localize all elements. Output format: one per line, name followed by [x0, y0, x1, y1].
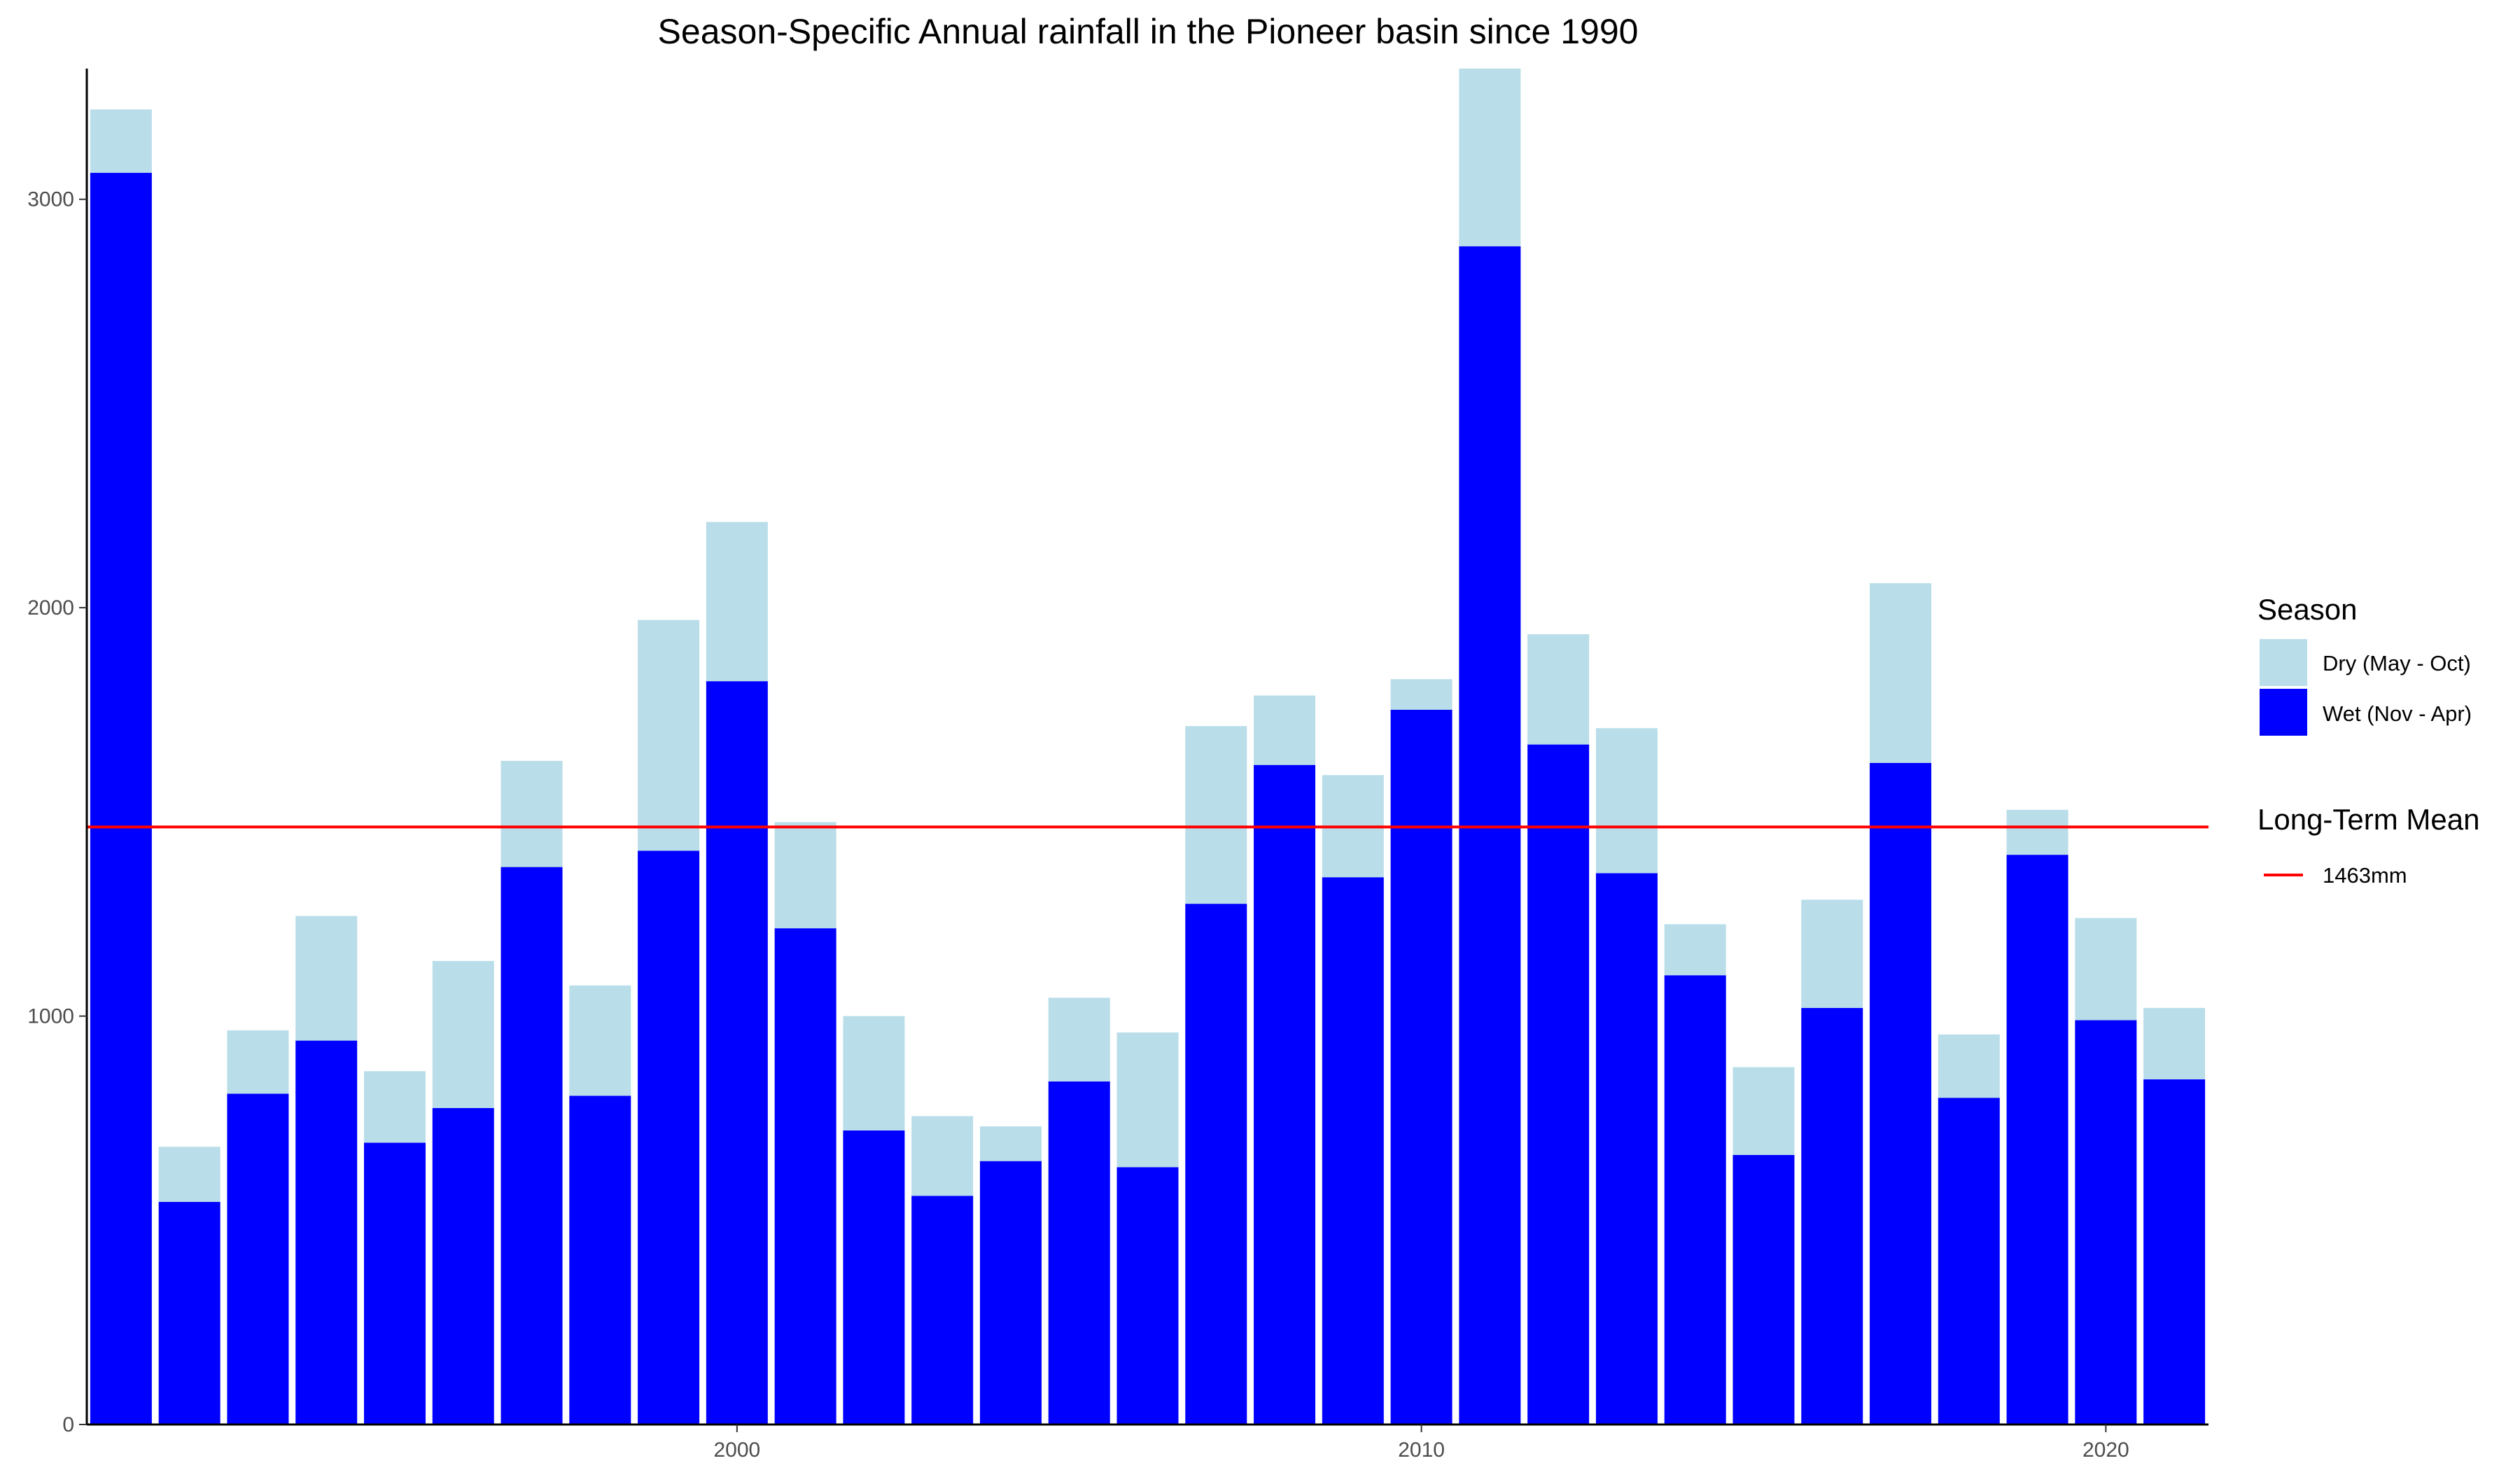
bars-layer [90, 69, 2206, 1424]
bar-dry-2011 [1459, 69, 1521, 246]
bar-wet-2016 [1801, 1007, 1863, 1424]
bar-wet-1993 [227, 1093, 289, 1424]
bar-dry-1991 [90, 109, 152, 173]
bar-wet-2000 [706, 681, 768, 1424]
bar-wet-2003 [911, 1196, 974, 1424]
bar-dry-1998 [569, 985, 631, 1096]
y-tick-label-1000: 1000 [27, 1005, 74, 1028]
bar-dry-2005 [1048, 997, 1110, 1082]
bar-dry-2015 [1732, 1067, 1795, 1155]
bar-dry-1999 [638, 620, 700, 851]
legend-label-dry: Dry (May - Oct) [2323, 651, 2471, 676]
bar-wet-1997 [500, 867, 563, 1424]
bar-dry-1995 [363, 1071, 426, 1143]
reference-legend-label: 1463mm [2323, 863, 2407, 888]
bar-wet-2006 [1116, 1167, 1179, 1424]
bar-wet-2018 [1938, 1098, 2000, 1424]
axes-layer: 0 1000 2000 3000 2000 2010 2020 [27, 69, 2208, 1462]
bar-dry-1997 [500, 760, 563, 867]
y-tick-label-0: 0 [62, 1413, 74, 1436]
bar-wet-1994 [295, 1040, 358, 1424]
bar-dry-2020 [2075, 918, 2137, 1021]
bar-dry-2010 [1390, 679, 1452, 710]
bar-wet-1992 [158, 1202, 220, 1424]
legend-label-wet: Wet (Nov - Apr) [2323, 701, 2472, 726]
bar-wet-2010 [1390, 709, 1452, 1424]
bar-wet-2008 [1254, 764, 1316, 1424]
reference-legend-title: Long-Term Mean [2258, 803, 2479, 836]
bar-wet-2021 [2143, 1079, 2206, 1424]
bar-wet-2012 [1527, 744, 1590, 1424]
bar-wet-2002 [843, 1130, 905, 1424]
bar-wet-2015 [1732, 1154, 1795, 1424]
bar-dry-2018 [1938, 1034, 2000, 1098]
chart-title: Season-Specific Annual rainfall in the P… [658, 12, 1639, 51]
bar-dry-2019 [2006, 809, 2068, 855]
y-tick-label-3000: 3000 [27, 188, 74, 211]
bar-wet-1995 [363, 1142, 426, 1424]
legend-swatch-wet [2260, 689, 2307, 736]
bar-wet-2001 [774, 928, 836, 1424]
bar-dry-2021 [2143, 1007, 2206, 1079]
bar-dry-2000 [706, 522, 768, 682]
bar-wet-1999 [638, 850, 700, 1424]
bar-dry-1993 [227, 1030, 289, 1094]
bar-dry-2001 [774, 822, 836, 929]
bar-wet-1991 [90, 172, 152, 1424]
bar-dry-2007 [1185, 726, 1247, 904]
x-tick-label-2020: 2020 [2082, 1438, 2129, 1462]
bar-dry-2014 [1664, 924, 1726, 976]
y-tick-label-2000: 2000 [27, 596, 74, 620]
bar-dry-1992 [158, 1147, 220, 1203]
bar-dry-2003 [911, 1116, 974, 1196]
bar-wet-2004 [979, 1161, 1042, 1424]
bar-wet-2011 [1459, 246, 1521, 1424]
bar-wet-1996 [432, 1107, 494, 1424]
bar-wet-2005 [1048, 1081, 1110, 1424]
bar-dry-2006 [1116, 1032, 1179, 1168]
bar-wet-2020 [2075, 1020, 2137, 1424]
bar-wet-2009 [1322, 877, 1384, 1424]
legend: Season Dry (May - Oct) Wet (Nov - Apr) L… [2258, 593, 2479, 888]
bar-dry-2004 [979, 1126, 1042, 1161]
bar-dry-1994 [295, 916, 358, 1041]
x-tick-label-2010: 2010 [1398, 1438, 1445, 1462]
bar-wet-2007 [1185, 904, 1247, 1424]
bar-wet-2019 [2006, 855, 2068, 1424]
legend-title: Season [2258, 593, 2357, 626]
legend-swatch-dry [2260, 639, 2307, 686]
bar-dry-2002 [843, 1016, 905, 1130]
bar-wet-2017 [1870, 762, 1932, 1424]
bar-dry-2017 [1870, 583, 1932, 763]
bar-dry-2016 [1801, 899, 1863, 1008]
x-tick-label-2000: 2000 [713, 1438, 760, 1462]
bar-wet-2014 [1664, 975, 1726, 1424]
bar-wet-1998 [569, 1096, 631, 1424]
bar-dry-1996 [432, 960, 494, 1108]
bar-dry-2008 [1254, 695, 1316, 765]
bar-dry-2013 [1595, 728, 1658, 874]
bar-wet-2013 [1595, 873, 1658, 1424]
bar-dry-2012 [1527, 634, 1590, 745]
